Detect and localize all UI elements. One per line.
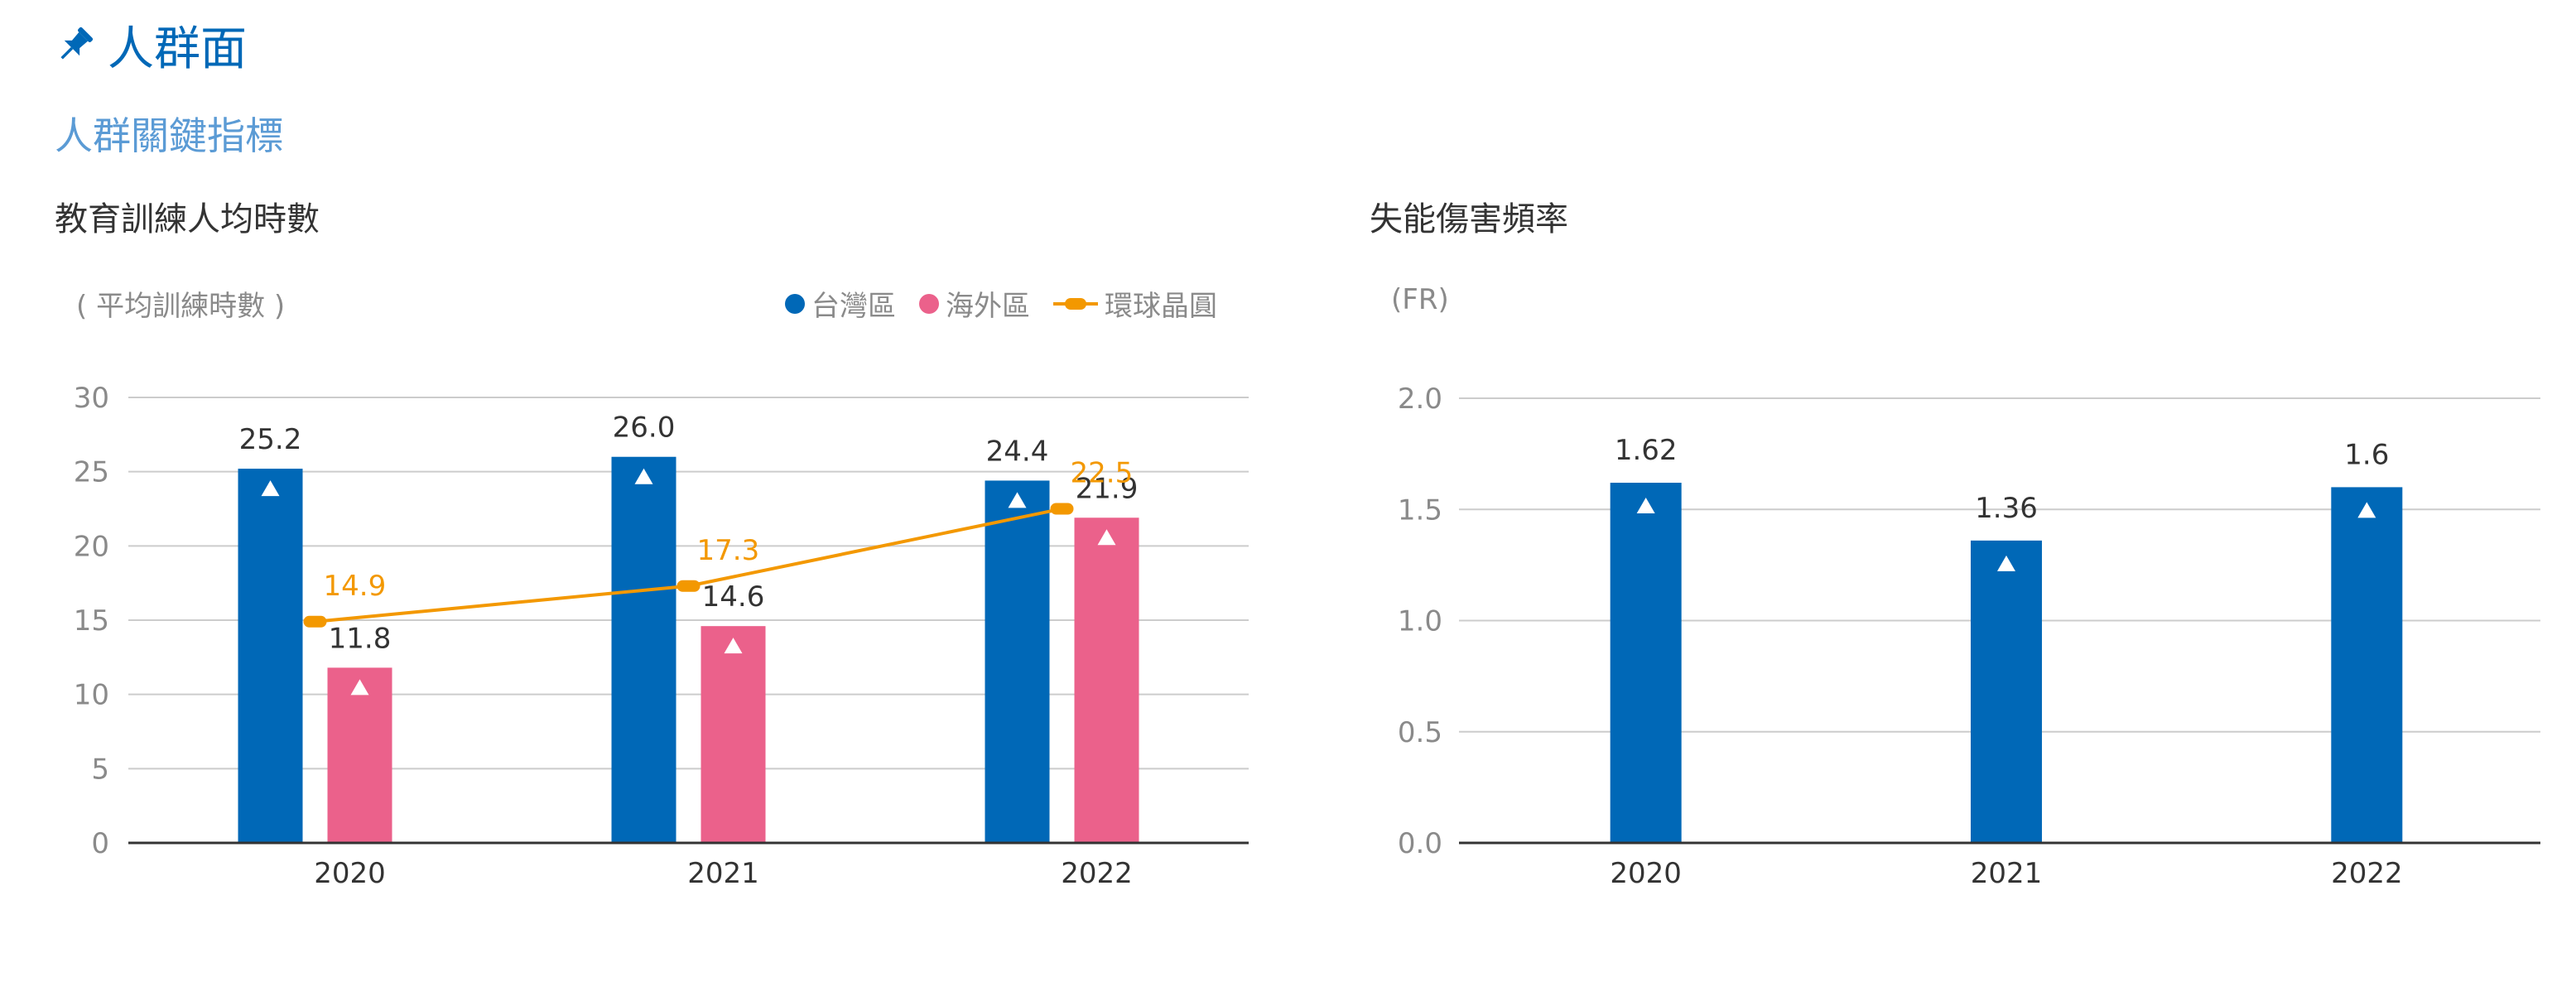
legend-label-global: 環球晶圓 — [1105, 290, 1217, 323]
triangle-up-icon — [261, 480, 280, 497]
legend-item-taiwan: 台灣區 — [785, 283, 896, 324]
x-tick-label: 2022 — [2331, 857, 2403, 890]
y-tick-label: 30 — [74, 382, 109, 415]
triangle-up-icon — [634, 468, 653, 484]
legend-label-taiwan: 台灣區 — [811, 290, 896, 323]
chart2-title: 失能傷害頻率 — [1370, 200, 1568, 238]
section-title: 人群面 — [108, 22, 247, 76]
triangle-up-icon — [1997, 555, 2015, 571]
data-label-overseas: 14.6 — [702, 580, 765, 614]
y-tick-label: 10 — [74, 679, 109, 712]
triangle-up-icon — [1008, 492, 1027, 508]
triangle-up-icon — [350, 679, 369, 696]
subsection-title: 人群關鍵指標 — [55, 113, 283, 158]
data-label-global: 22.5 — [1071, 457, 1134, 490]
legend-label-overseas: 海外區 — [946, 290, 1030, 323]
bar-overseas — [327, 667, 392, 843]
triangle-up-icon — [724, 638, 743, 654]
x-tick-label: 2020 — [314, 857, 386, 890]
legend-item-overseas: 海外區 — [919, 283, 1030, 324]
data-label-taiwan: 24.4 — [986, 435, 1049, 468]
bar-overseas — [701, 626, 766, 843]
bar-fr — [1610, 483, 1682, 843]
x-tick-label: 2021 — [1971, 857, 2043, 890]
data-label-taiwan: 25.2 — [239, 423, 302, 456]
triangle-up-icon — [2357, 502, 2376, 518]
legend-swatch-global — [1053, 294, 1098, 314]
legend-swatch-overseas — [919, 293, 939, 314]
bar-taiwan — [985, 480, 1050, 843]
data-label-overseas: 21.9 — [1076, 472, 1139, 505]
y-tick-label: 2.0 — [1398, 383, 1442, 416]
chart2-unit-label: (FR) — [1391, 283, 1449, 316]
bar-overseas — [1074, 517, 1139, 843]
y-tick-label: 0.0 — [1398, 827, 1442, 860]
x-tick-label: 2021 — [687, 857, 759, 890]
y-tick-label: 5 — [91, 753, 109, 786]
data-label-fr: 1.36 — [1975, 492, 2038, 525]
pushpin-icon — [60, 26, 94, 60]
marker-global — [303, 615, 327, 628]
bar-taiwan — [238, 469, 303, 843]
x-tick-label: 2020 — [1610, 857, 1682, 890]
y-tick-label: 0.5 — [1398, 716, 1442, 749]
data-label-fr: 1.6 — [2344, 438, 2389, 471]
data-label-global: 17.3 — [697, 534, 760, 567]
y-tick-label: 20 — [74, 530, 109, 563]
y-tick-label: 1.0 — [1398, 605, 1442, 638]
y-tick-label: 0 — [91, 827, 109, 860]
x-tick-label: 2022 — [1061, 857, 1133, 890]
chart1-title: 教育訓練人均時數 — [55, 200, 320, 238]
triangle-up-icon — [1097, 529, 1116, 546]
legend-swatch-taiwan — [785, 293, 805, 314]
marker-global — [1050, 503, 1074, 515]
chart1-legend: 台灣區 海外區 環球晶圓 — [785, 283, 1240, 324]
marker-global — [677, 580, 701, 592]
y-tick-label: 15 — [74, 604, 109, 638]
triangle-up-icon — [1636, 498, 1655, 514]
data-label-taiwan: 26.0 — [613, 412, 676, 445]
data-label-overseas: 11.8 — [329, 622, 392, 655]
data-label-global: 14.9 — [324, 570, 387, 603]
section-header: 人群面 — [53, 12, 247, 79]
y-tick-label: 1.5 — [1398, 493, 1442, 527]
bar-fr — [1971, 540, 2042, 843]
data-label-fr: 1.62 — [1615, 434, 1678, 467]
y-tick-label: 25 — [74, 456, 109, 489]
legend-item-global: 環球晶圓 — [1053, 283, 1217, 324]
bar-fr — [2331, 487, 2403, 843]
chart1-unit-label: ( 平均訓練時數 ) — [76, 290, 286, 323]
bar-taiwan — [611, 456, 677, 843]
